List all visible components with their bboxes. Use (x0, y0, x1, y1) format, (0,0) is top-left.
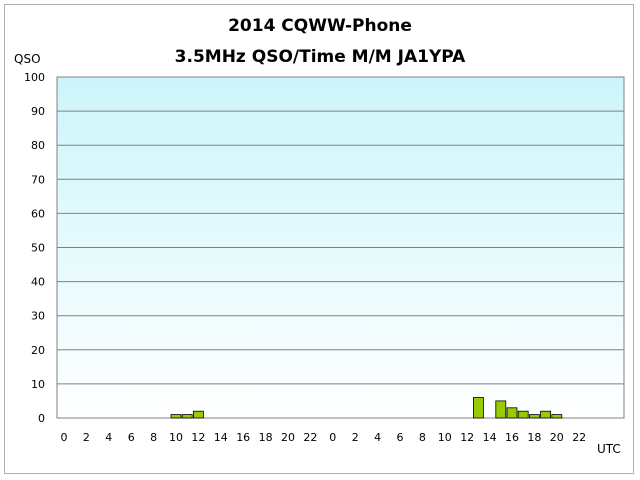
x-tick-label: 6 (128, 431, 135, 444)
x-tick-label: 2 (352, 431, 359, 444)
bar (192, 410, 204, 419)
x-tick-label: 20 (281, 431, 295, 444)
y-tick-labels: 0 10 20 30 40 50 60 70 80 90 100 (24, 71, 45, 425)
bar (472, 397, 484, 419)
x-tick-label: 6 (397, 431, 404, 444)
x-tick-label: 18 (527, 431, 541, 444)
x-tick-label: 12 (191, 431, 205, 444)
bar (517, 410, 529, 419)
x-tick-label: 22 (303, 431, 317, 444)
y-tick-label: 20 (31, 344, 45, 357)
x-tick-label: 8 (150, 431, 157, 444)
x-tick-label: 16 (505, 431, 519, 444)
y-tick-label: 50 (31, 242, 45, 255)
y-axis-label: QSO (14, 52, 41, 66)
y-tick-label: 40 (31, 276, 45, 289)
bars (170, 397, 563, 419)
x-tick-label: 10 (438, 431, 452, 444)
x-tick-labels: 0 2 4 6 8 10 12 14 16 18 20 22 0 2 4 6 8 10 12 14 16 18 20 22 (61, 431, 587, 444)
y-tick-label: 60 (31, 207, 45, 220)
x-tick-label: 8 (419, 431, 426, 444)
bar (506, 407, 518, 419)
x-tick-label: 22 (572, 431, 586, 444)
x-tick-label: 20 (550, 431, 564, 444)
y-tick-label: 80 (31, 139, 45, 152)
y-tick-label: 10 (31, 378, 45, 391)
x-tick-label: 16 (236, 431, 250, 444)
x-axis-label: UTC (597, 442, 621, 456)
bar (529, 414, 540, 419)
y-tick-label: 30 (31, 310, 45, 323)
bar (495, 400, 507, 419)
x-tick-label: 14 (483, 431, 497, 444)
y-tick-label: 90 (31, 105, 45, 118)
x-tick-label: 18 (259, 431, 273, 444)
x-tick-label: 0 (329, 431, 336, 444)
x-tick-label: 4 (374, 431, 381, 444)
x-tick-label: 4 (105, 431, 112, 444)
x-tick-label: 2 (83, 431, 90, 444)
chart-title: 2014 CQWW-Phone (228, 16, 412, 36)
y-tick-label: 100 (24, 71, 45, 84)
bar (551, 414, 563, 419)
x-tick-label: 12 (460, 431, 474, 444)
bar (170, 414, 182, 419)
x-tick-label: 14 (214, 431, 228, 444)
chart-subtitle: 3.5MHz QSO/Time M/M JA1YPA (174, 47, 466, 67)
y-tick-label: 70 (31, 173, 45, 186)
y-tick-label: 0 (38, 412, 45, 425)
bar (181, 414, 193, 419)
x-tick-label: 0 (61, 431, 68, 444)
x-tick-label: 10 (169, 431, 183, 444)
bar (540, 410, 551, 419)
gridlines (57, 76, 624, 419)
